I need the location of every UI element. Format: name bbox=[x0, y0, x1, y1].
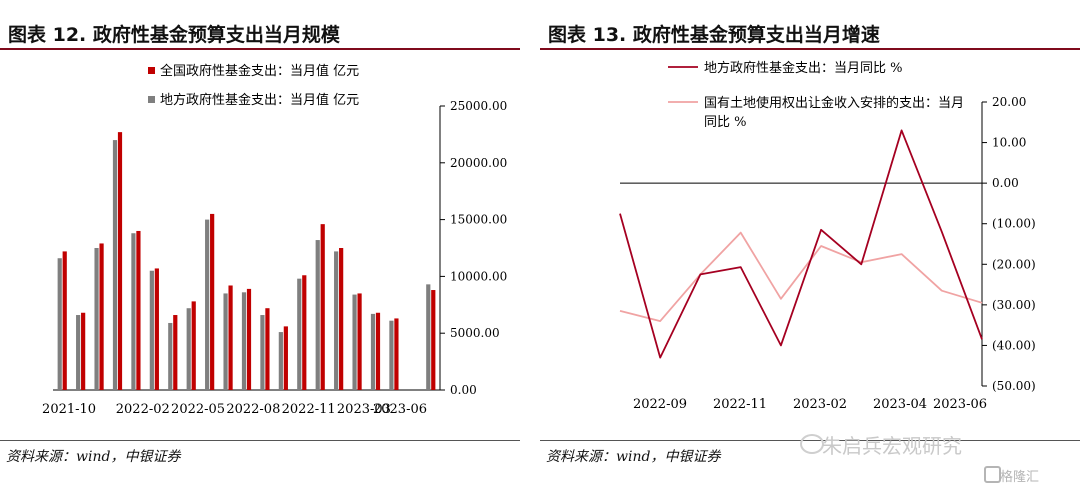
bar-y-tick-label: 20000.00 bbox=[450, 156, 507, 170]
bar-national bbox=[375, 312, 381, 390]
bar-national bbox=[117, 132, 123, 391]
line-x-tick-label: 2023-06 bbox=[933, 397, 987, 412]
line-legend-label: 同比 % bbox=[704, 115, 747, 130]
bar-national bbox=[210, 213, 215, 390]
watermark-text: 朱启兵宏观研究 bbox=[822, 434, 962, 458]
line-x-tick-label: 2022-09 bbox=[633, 397, 687, 412]
line-y-tick-label: (10.00) bbox=[992, 217, 1036, 231]
bar-local bbox=[76, 315, 81, 390]
bar-local bbox=[315, 240, 320, 390]
bar-legend-label: 全国政府性基金支出：当月值 亿元 bbox=[160, 63, 359, 79]
right-title-rule bbox=[540, 48, 1080, 50]
bar-national bbox=[357, 293, 362, 390]
line-y-tick-label: 20.00 bbox=[992, 95, 1026, 109]
left-figure-title: 图表 12. 政府性基金预算支出当月规模 bbox=[8, 24, 340, 46]
right-panel: 图表 13. 政府性基金预算支出当月增速 20.00 10.00 0.00 (10.0… bbox=[540, 0, 1080, 492]
bar-local bbox=[149, 270, 154, 390]
bar-local bbox=[278, 332, 283, 390]
bar-local bbox=[260, 315, 265, 390]
bar-local bbox=[223, 293, 228, 390]
line-y-tick-label: (40.00) bbox=[992, 338, 1036, 352]
bar-national bbox=[136, 230, 141, 390]
bar-national bbox=[265, 308, 270, 390]
left-title-rule bbox=[0, 48, 520, 50]
bar-local bbox=[57, 258, 62, 390]
left-source-note: 资料来源：wind，中银证券 bbox=[6, 449, 181, 465]
bar-national bbox=[99, 243, 104, 390]
bar-x-tick-label: 2022-08 bbox=[226, 402, 280, 417]
bar-national bbox=[302, 275, 307, 390]
bar-local bbox=[352, 294, 357, 390]
bar-x-tick-label: 2022-05 bbox=[171, 402, 225, 417]
bar-x-tick-label: 2023-06 bbox=[373, 402, 427, 417]
line-y-tick-label: (30.00) bbox=[992, 298, 1036, 312]
bar-y-tick-label: 0.00 bbox=[450, 383, 477, 397]
bar-local bbox=[94, 248, 99, 390]
bar-national bbox=[339, 248, 344, 390]
line-x-tick-label: 2023-04 bbox=[873, 397, 927, 412]
line-series bbox=[619, 231, 983, 323]
line-chart: 20.00 10.00 0.00 (10.00) (20.00) (30.00) (40.0… bbox=[619, 60, 1036, 412]
bar-local bbox=[241, 292, 247, 390]
left-bottom-rule bbox=[0, 440, 520, 441]
line-y-tick-label: (50.00) bbox=[992, 379, 1036, 393]
bar-legend-label: 地方政府性基金支出：当月值 亿元 bbox=[160, 92, 359, 108]
wechat-icon bbox=[800, 434, 824, 454]
bar-y-tick-label: 10000.00 bbox=[450, 269, 507, 283]
bar-national bbox=[394, 318, 399, 390]
bar-y-tick-label: 5000.00 bbox=[450, 326, 500, 340]
line-y-tick-label: 0.00 bbox=[992, 176, 1019, 190]
bar-national bbox=[283, 326, 288, 390]
line-series bbox=[619, 129, 983, 359]
bar-national bbox=[173, 315, 178, 390]
left-panel: 图表 12. 政府性基金预算支出当月规模 0.00 5000.00 10000.00… bbox=[0, 0, 530, 492]
line-x-tick-label: 2023-02 bbox=[793, 397, 847, 412]
right-source-note: 资料来源：wind，中银证券 bbox=[546, 449, 721, 465]
right-figure-title: 图表 13. 政府性基金预算支出当月增速 bbox=[548, 24, 880, 46]
bar-local bbox=[205, 219, 210, 390]
bar-chart: 0.00 5000.00 10000.00 15000.00 20000.00 25000… bbox=[42, 63, 507, 417]
line-x-tick-label: 2022-11 bbox=[713, 397, 767, 412]
bar-national bbox=[228, 285, 233, 390]
bar-national bbox=[320, 224, 325, 390]
line-legend-label: 国有土地使用权出让金收入安排的支出：当月 bbox=[704, 95, 964, 111]
bar-y-tick-label: 25000.00 bbox=[450, 99, 507, 113]
bar-local bbox=[334, 251, 339, 390]
brand-text: 格隆汇 bbox=[1000, 470, 1040, 485]
bar-local bbox=[389, 320, 394, 390]
bar-national bbox=[191, 301, 196, 390]
bar-x-tick-label: 2021-10 bbox=[42, 402, 96, 417]
bar-x-tick-label: 2022-11 bbox=[282, 402, 336, 417]
bar-legend-swatch bbox=[148, 67, 155, 74]
bar-local bbox=[426, 284, 431, 390]
bar-national bbox=[431, 290, 436, 390]
bar-national bbox=[154, 268, 159, 390]
bar-local bbox=[370, 313, 376, 390]
bar-local bbox=[168, 322, 173, 390]
bar-legend-swatch bbox=[148, 96, 155, 103]
line-y-tick-label: (20.00) bbox=[992, 257, 1036, 271]
bar-x-tick-label: 2022-02 bbox=[116, 402, 170, 417]
bar-x-tick-label: 2023-03 bbox=[337, 402, 391, 417]
bar-national bbox=[246, 288, 252, 390]
bar-local bbox=[186, 308, 191, 390]
bar-local bbox=[112, 140, 118, 390]
bar-national bbox=[81, 312, 86, 390]
line-legend-label: 地方政府性基金支出：当月同比 % bbox=[704, 60, 903, 76]
bar-local bbox=[297, 278, 302, 390]
line-y-tick-label: 10.00 bbox=[992, 136, 1026, 150]
bar-y-tick-label: 15000.00 bbox=[450, 213, 507, 227]
bar-national bbox=[62, 251, 67, 390]
bar-local bbox=[131, 233, 136, 390]
brand-logo-icon bbox=[984, 466, 1001, 483]
